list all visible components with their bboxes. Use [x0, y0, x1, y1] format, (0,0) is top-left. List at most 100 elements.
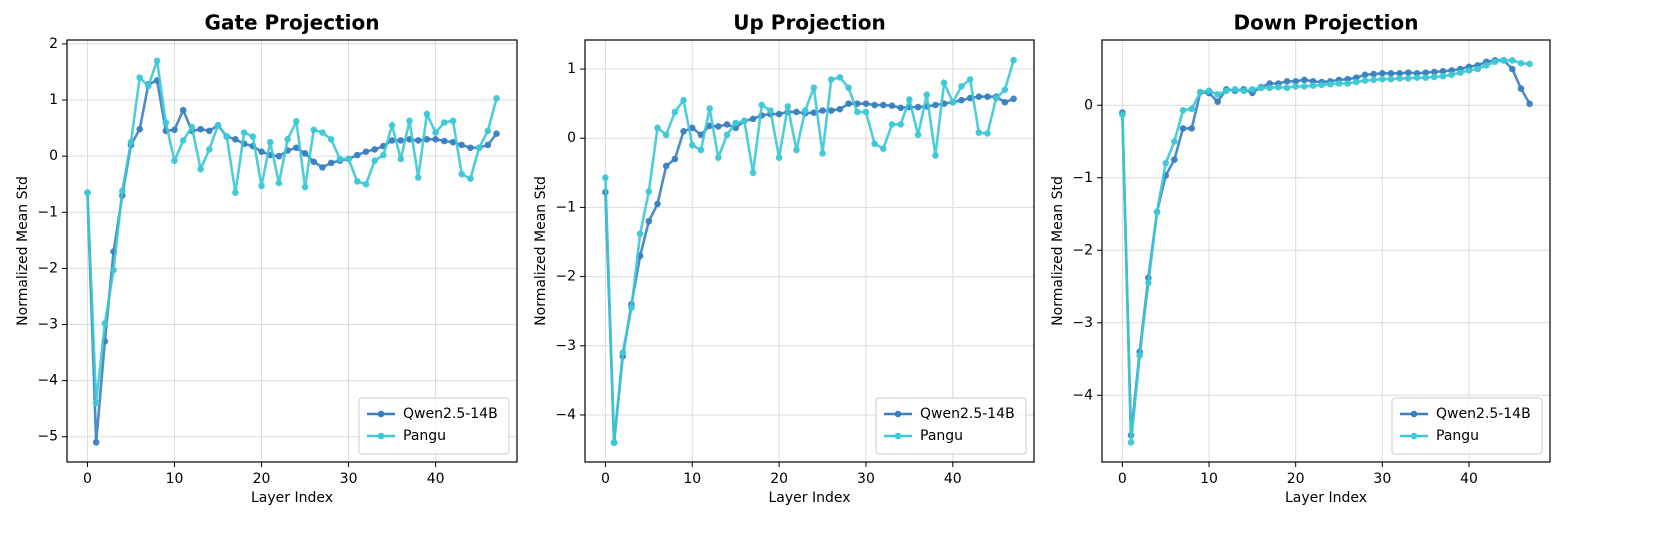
series-point — [1439, 72, 1447, 80]
series-point — [432, 136, 439, 143]
series-point — [467, 175, 474, 182]
series-point — [92, 439, 100, 446]
series-point — [923, 91, 931, 98]
series-point — [1422, 74, 1429, 82]
series-point — [628, 304, 635, 312]
series-point — [197, 125, 204, 133]
series-point — [1249, 86, 1256, 93]
series-point — [602, 174, 609, 181]
series-point — [1439, 67, 1447, 75]
series-point — [475, 144, 483, 152]
series-point — [414, 174, 422, 181]
series-point — [984, 93, 991, 101]
series-point — [319, 164, 326, 171]
series-point — [1405, 75, 1412, 82]
series-point — [654, 200, 661, 208]
series-point — [179, 106, 187, 114]
plot-area — [84, 57, 500, 446]
series-point — [1526, 60, 1533, 68]
series-point — [1197, 88, 1204, 96]
series-point — [388, 137, 396, 144]
series-point — [810, 84, 818, 92]
legend-box — [875, 397, 1027, 455]
series-point — [232, 136, 239, 143]
series-point — [775, 154, 783, 161]
series-point — [723, 121, 731, 128]
series-point — [197, 165, 204, 173]
series-point — [932, 101, 939, 109]
y-tick-label: −2 — [555, 269, 576, 285]
series-point — [749, 169, 757, 177]
series-point — [697, 146, 705, 154]
series-point — [110, 266, 117, 274]
series-point — [1214, 98, 1221, 105]
series-point — [484, 141, 492, 149]
series-point — [880, 101, 887, 109]
subplot: 0 10 20 30 40 −4 −3 −2 −1 0 1 Up Projection Layer In… — [533, 11, 1035, 506]
series-point — [1001, 98, 1009, 106]
legend-label: Pangu — [403, 428, 446, 444]
series-point — [493, 130, 500, 138]
series-point — [1457, 69, 1464, 76]
series-point — [353, 151, 361, 159]
series-point — [301, 150, 309, 157]
series-point — [958, 83, 965, 90]
series-point — [1327, 80, 1334, 88]
series-point — [1483, 62, 1490, 69]
x-tick-label: 10 — [1200, 471, 1218, 487]
series-point — [715, 123, 722, 130]
series-point — [310, 158, 318, 166]
series-point — [836, 74, 844, 81]
series-point — [619, 349, 627, 356]
series-point — [1188, 125, 1195, 132]
series-point — [136, 74, 143, 81]
series-point — [275, 152, 283, 160]
series-point — [1491, 58, 1499, 66]
series-point — [293, 144, 300, 152]
series-point — [206, 127, 213, 135]
y-axis-label: Normalized Mean Std — [15, 176, 31, 326]
series-point — [371, 157, 378, 164]
series-point — [1240, 87, 1247, 95]
series-line — [604, 59, 1015, 443]
series-point — [801, 107, 809, 114]
series-point — [662, 131, 670, 139]
series-point — [1509, 65, 1516, 73]
series-point — [1127, 439, 1135, 446]
y-tick-label: −4 — [37, 373, 58, 389]
legend-box — [1391, 397, 1543, 455]
series-point — [1283, 84, 1291, 92]
series-point — [862, 108, 870, 116]
series-point — [423, 110, 431, 118]
series-point — [793, 146, 800, 154]
series-point — [871, 140, 878, 148]
series-point — [92, 399, 100, 407]
series-point — [732, 119, 739, 127]
series-point — [118, 187, 126, 195]
series-point — [240, 129, 248, 136]
y-tick-label: −1 — [555, 199, 576, 215]
series-point — [1370, 70, 1377, 78]
x-tick-label: 0 — [83, 471, 92, 487]
series-point — [84, 189, 91, 196]
legend-marker — [1410, 432, 1418, 440]
series-point — [336, 155, 344, 163]
x-tick-label: 40 — [1460, 471, 1478, 487]
legend-marker — [894, 410, 902, 418]
chart-title: Gate Projection — [205, 11, 380, 35]
subplot: 0 10 20 30 40 −5 −4 −3 −2 −1 0 1 2 Gate Projection Lay… — [15, 11, 518, 506]
series-point — [153, 57, 161, 65]
series-point — [1179, 107, 1187, 114]
series-point — [1353, 78, 1360, 86]
series-point — [1275, 83, 1282, 91]
series-point — [406, 117, 413, 125]
series-point — [179, 137, 187, 144]
series-point — [458, 170, 466, 178]
series-point — [853, 108, 861, 116]
series-point — [449, 117, 457, 125]
series-point — [1517, 85, 1525, 92]
series-point — [871, 101, 878, 109]
y-tick-label: −3 — [1072, 315, 1093, 331]
series-point — [353, 178, 361, 185]
